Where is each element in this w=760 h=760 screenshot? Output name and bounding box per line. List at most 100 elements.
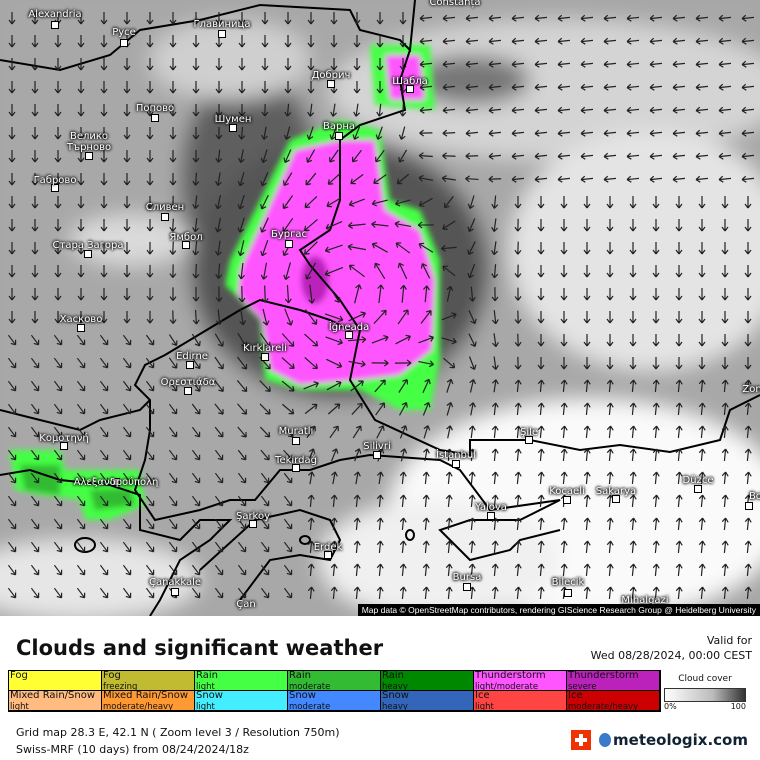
wind-arrow <box>31 242 39 255</box>
weather-map[interactable]: Alexandria Русе Главиница Добрич Шабла C… <box>0 0 760 616</box>
wind-arrow <box>122 518 132 530</box>
wind-arrow <box>306 126 314 140</box>
wind-arrow <box>76 587 86 599</box>
wind-arrow <box>557 60 571 68</box>
city-label[interactable]: Constanța <box>429 0 481 8</box>
wind-arrow <box>675 540 683 554</box>
wind-arrow <box>419 60 433 68</box>
precipitation-legend: Fog Fog freezing Rain light Rain moderate Rain h… <box>8 670 661 712</box>
city-label[interactable]: Düzce <box>682 475 714 486</box>
wind-arrow <box>215 104 223 117</box>
wind-arrow <box>77 58 85 71</box>
city-label[interactable]: Попово <box>135 103 175 114</box>
wind-arrow <box>123 127 131 140</box>
city-label[interactable]: Bilecik <box>551 577 585 588</box>
city-label[interactable]: Çan <box>236 599 256 610</box>
wind-arrow <box>122 380 132 392</box>
wind-arrow <box>399 563 407 577</box>
city-label[interactable]: Sakarya <box>595 486 637 497</box>
city-label[interactable]: İstanbul <box>435 450 477 461</box>
brand[interactable]: meteologix.com <box>571 730 748 750</box>
wind-arrow <box>77 311 85 324</box>
city-label[interactable]: Edirne <box>176 351 208 362</box>
city-label[interactable]: Yalova <box>475 502 507 513</box>
wind-arrow <box>146 287 154 301</box>
city-label[interactable]: Bursa <box>452 572 482 583</box>
city-label[interactable]: Silivri <box>363 441 391 452</box>
city-label[interactable]: Kocaeli <box>549 486 585 497</box>
city-label[interactable]: Добрич <box>311 70 351 81</box>
city-label[interactable]: Габрово <box>33 175 77 186</box>
city-label[interactable]: Tekirdağ <box>275 455 317 466</box>
wind-arrow <box>7 403 17 415</box>
swiss-flag-icon <box>571 730 592 750</box>
wind-arrow <box>514 586 522 600</box>
wind-arrow <box>422 378 431 393</box>
wind-arrow <box>652 425 660 439</box>
city-label[interactable]: Главиница <box>193 19 251 30</box>
wind-arrow <box>514 540 522 554</box>
city-label[interactable]: Bolu <box>748 491 760 502</box>
city-label[interactable]: Şarköy <box>235 511 271 522</box>
wind-arrow <box>606 242 614 255</box>
city-label[interactable]: Αλεξανδρούπολη <box>73 477 159 488</box>
wind-arrow <box>441 312 457 321</box>
city-label[interactable]: Κομοτηνή <box>39 433 89 444</box>
city-label[interactable]: Хасково <box>59 314 103 325</box>
city-label[interactable]: Сливен <box>145 202 185 213</box>
wind-arrow <box>652 517 660 531</box>
wind-arrow <box>537 379 545 393</box>
city-label[interactable]: Стара Загора <box>52 240 124 251</box>
city-label[interactable]: Шабла <box>392 76 428 87</box>
wind-arrow <box>721 311 729 324</box>
wind-arrow <box>695 129 709 137</box>
city-label[interactable]: Mihalgazi <box>621 595 669 606</box>
city-label[interactable]: Erdek <box>313 542 343 553</box>
city-label[interactable]: Çanakkale <box>148 577 202 588</box>
wind-arrow <box>373 174 387 185</box>
wind-arrow <box>491 402 499 416</box>
wind-arrow <box>721 379 729 393</box>
city-marker <box>694 485 702 493</box>
wind-arrow <box>629 379 637 393</box>
city-label[interactable]: Русе <box>112 27 136 38</box>
wind-arrow <box>191 426 201 438</box>
wind-arrow <box>652 196 660 209</box>
wind-arrow <box>468 494 476 508</box>
city-label[interactable]: Шумен <box>214 114 252 125</box>
legend-item: Snow moderate <box>288 691 381 711</box>
meteologix-logo[interactable]: meteologix.com <box>599 731 748 749</box>
wind-arrow <box>237 541 247 553</box>
city-label[interactable]: Alexandria <box>28 9 82 20</box>
city-marker <box>51 184 59 192</box>
wind-arrow <box>514 287 522 301</box>
wind-arrow <box>420 263 431 279</box>
legend-item-label: Fog <box>103 671 121 681</box>
wind-arrow <box>326 197 342 208</box>
city-label[interactable]: Muratlı <box>278 426 314 437</box>
city-label[interactable]: Kırklareli <box>243 343 287 354</box>
wind-arrow <box>446 378 454 393</box>
wind-arrow <box>307 103 315 117</box>
wind-arrow <box>675 311 683 324</box>
city-marker <box>151 114 159 122</box>
wind-arrow <box>376 103 384 117</box>
wind-arrow <box>445 494 453 508</box>
wind-arrow <box>467 218 476 232</box>
wind-arrow <box>488 175 502 183</box>
wind-arrow <box>76 380 86 392</box>
city-label[interactable]: Zon <box>742 384 760 395</box>
city-label[interactable]: İğneada <box>328 322 370 333</box>
city-label[interactable]: Şile <box>519 427 539 438</box>
city-marker <box>77 324 85 332</box>
city-label[interactable]: Ямбол <box>169 232 203 243</box>
city-label[interactable]: Велико Търново <box>66 131 112 153</box>
wind-arrow <box>560 540 568 554</box>
city-label[interactable]: Варна <box>322 121 356 132</box>
city-label[interactable]: Ορεστιάδα <box>160 377 216 388</box>
wind-arrow <box>629 196 637 209</box>
city-marker <box>324 551 332 559</box>
wind-arrow <box>8 265 16 278</box>
city-label[interactable]: Бургас <box>270 229 308 240</box>
wind-arrow <box>468 333 477 347</box>
